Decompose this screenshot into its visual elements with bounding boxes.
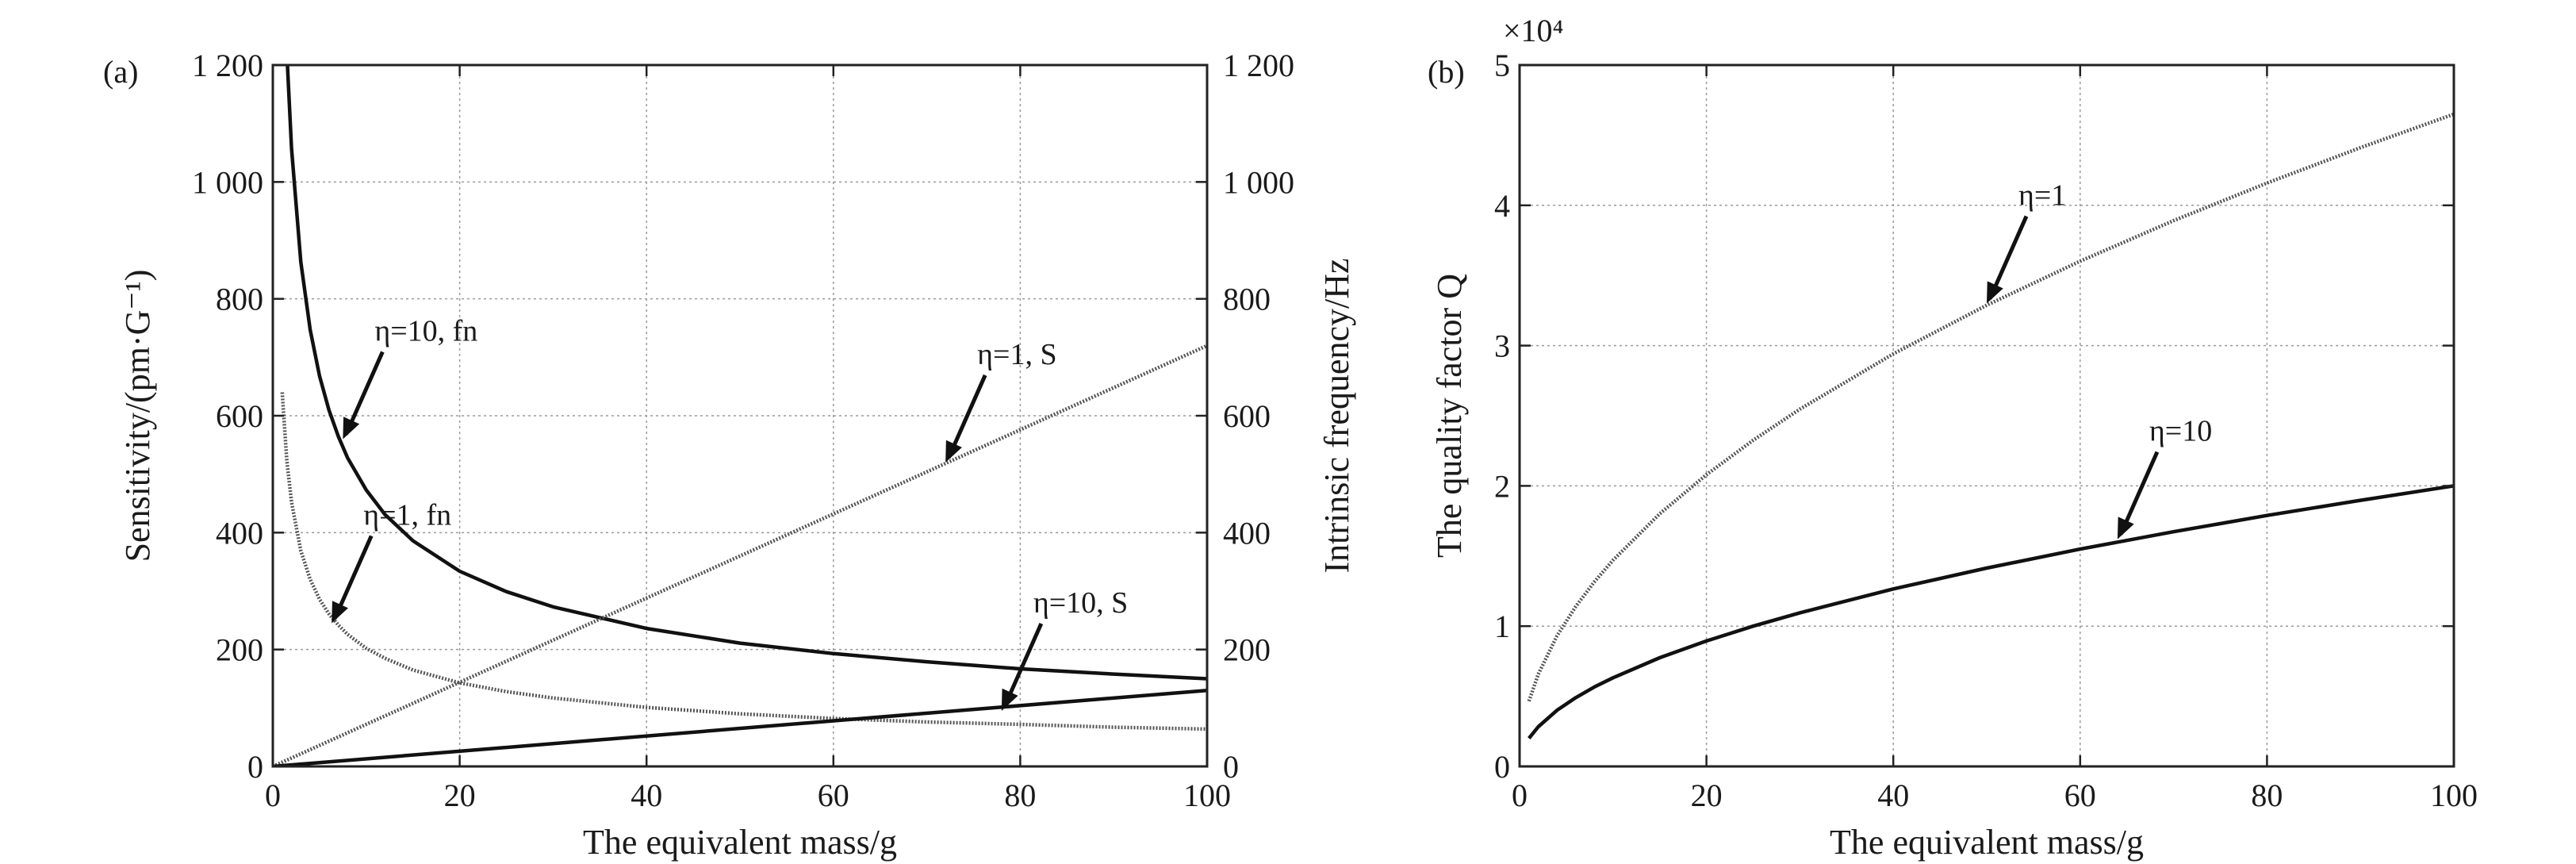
panel-a-x-tick-label: 60 <box>818 778 849 813</box>
panel-b-y-tick-label: 1 <box>1494 609 1510 644</box>
panel-b-y-tick-label: 0 <box>1494 749 1510 785</box>
panel-a-annotation-label: η=10, S <box>1033 586 1128 620</box>
panel-a-annotation-arrowhead <box>945 440 962 463</box>
panel-b-x-tick-label: 80 <box>2251 778 2283 813</box>
panel-a-annotation-arrow <box>946 374 987 459</box>
panel-b-annotation-label: η=1 <box>2018 179 2066 213</box>
panel-b-x-tick-label: 40 <box>1877 778 1909 813</box>
panel-b-series-line-1 <box>1527 112 2454 702</box>
panel-a-y-axis-title: Sensitivity/(pm·G⁻¹) <box>118 270 157 563</box>
panel-a-series-line-1 <box>286 65 1207 681</box>
panel-b-y-tick-label: 3 <box>1494 328 1510 364</box>
panel-a-y-tick-label: 1 000 <box>192 164 263 200</box>
panel-a-y2-tick-label: 1 200 <box>1223 48 1294 83</box>
panel-a-annotation-label: η=1, fn <box>363 499 451 532</box>
panel-a-y2-tick-label: 400 <box>1223 515 1271 551</box>
panel-a-annotation-label: η=1, S <box>977 338 1056 371</box>
panel-a-annotation-arrowhead <box>343 417 360 440</box>
panel-a-y2-tick-label: 800 <box>1223 282 1271 317</box>
panel-b-multiplier: ×10⁴ <box>1503 13 1564 48</box>
panel-a-x-tick-label: 80 <box>1004 778 1036 813</box>
panel-b-ticks: 0 20 40 60 80 100 0 1 2 3 4 5 <box>1494 48 2478 813</box>
panel-a-y-tick-label: 800 <box>216 282 263 317</box>
panel-a-y2-tick-label: 0 <box>1223 749 1239 785</box>
panel-a-y-tick-label: 600 <box>216 398 263 434</box>
panel-a-y-tick-label: 0 <box>247 749 263 785</box>
panel-a-grid <box>273 65 1207 766</box>
panel-b-y-tick-label: 5 <box>1494 48 1510 83</box>
panel-b-x-tick-label: 100 <box>2430 778 2478 813</box>
panel-b-x-tick-label: 60 <box>2064 778 2096 813</box>
panel-a-y-tick-label: 200 <box>216 632 263 668</box>
panel-b-label: (b) <box>1428 54 1465 90</box>
panel-a-y-tick-label: 400 <box>216 515 263 551</box>
panel-b-y-tick-label: 4 <box>1494 188 1510 224</box>
panel-a-annotation-arrowhead <box>332 601 348 624</box>
panel-a-series-line-2 <box>280 392 1207 732</box>
panel-a-annotation-label: η=10, fn <box>374 314 477 348</box>
panel-a-label: (a) <box>103 54 138 90</box>
panel-b-y-tick-label: 2 <box>1494 468 1510 504</box>
panel-b-y-axis-title: The quality factor Q <box>1430 274 1469 558</box>
panel-a-annotation-arrow <box>332 535 374 620</box>
panel-a-x-tick-label: 0 <box>265 778 281 813</box>
panel-b-x-tick-label: 20 <box>1691 778 1723 813</box>
panel-b-series-line-2 <box>1528 484 2454 740</box>
panel-a-y2-tick-label: 600 <box>1223 398 1271 434</box>
panel-a-annotation-arrow <box>344 351 385 436</box>
panel-a-x-axis-title: The equivalent mass/g <box>583 823 897 862</box>
panel-b-annotation-label: η=10 <box>2149 415 2212 448</box>
panel-b-frame <box>1518 63 2455 768</box>
panel-b-annotation-arrow <box>1988 215 2029 300</box>
panel-a-y2-tick-label: 200 <box>1223 632 1271 668</box>
panel-a-y-tick-label: 1 200 <box>192 48 263 83</box>
panel-a-series-line-3 <box>273 344 1207 766</box>
panel-b-annotations: η=1 η=10 <box>1987 179 2212 540</box>
panel-a-annotation-arrow <box>1002 623 1044 708</box>
panel-b-series <box>1527 112 2454 740</box>
panel-b-chart: (b) ×10⁴ 0 20 40 60 80 100 0 1 2 3 4 5 η=1 η=10 The … <box>1428 13 2478 862</box>
panel-b-x-tick-label: 0 <box>1512 778 1528 813</box>
panel-a-x-tick-label: 40 <box>631 778 662 813</box>
panel-a-series <box>273 65 1207 766</box>
panel-b-x-axis-title: The equivalent mass/g <box>1830 823 2144 862</box>
panel-b-grid <box>1520 65 2454 766</box>
panel-a-x-tick-label: 20 <box>444 778 476 813</box>
panel-a-series-line-4 <box>273 688 1207 766</box>
panel-a-annotation-arrowhead <box>1001 688 1018 712</box>
panel-b-annotation-arrow <box>2118 451 2160 536</box>
panel-b-annotation-arrowhead <box>1987 281 2003 304</box>
panel-a-y2-tick-label: 1 000 <box>1223 164 1294 200</box>
panel-a-annotations: η=10, fn η=1, S η=1, fn η=10, S <box>332 314 1128 712</box>
panel-a-x-tick-label: 100 <box>1183 778 1231 813</box>
panel-b-annotation-arrowhead <box>2117 516 2134 540</box>
panel-a-y2-axis-title: Intrinsic frequency/Hz <box>1317 258 1356 573</box>
